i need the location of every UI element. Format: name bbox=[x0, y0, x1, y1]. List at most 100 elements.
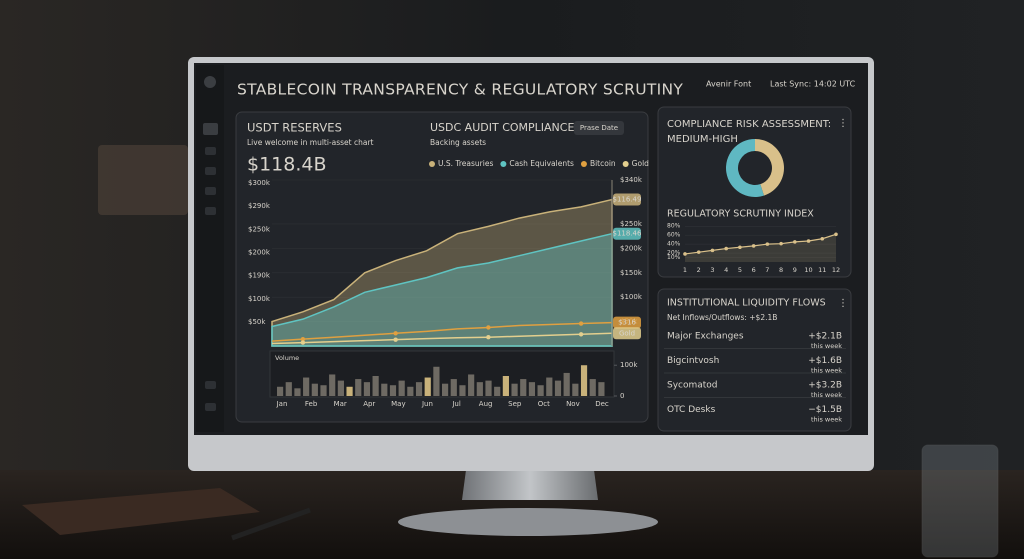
legend-label: Gold bbox=[632, 159, 649, 168]
volume-bar bbox=[502, 376, 509, 396]
point bbox=[393, 331, 398, 336]
flow-value: +$3.2B bbox=[808, 381, 842, 391]
volume-bar bbox=[520, 379, 527, 396]
y-tick-label: 60% bbox=[667, 232, 681, 239]
y-tick-label: 10% bbox=[667, 254, 681, 261]
point bbox=[683, 252, 687, 256]
point bbox=[486, 335, 491, 340]
x-tick-label: 2 bbox=[697, 266, 701, 274]
nav-icon[interactable] bbox=[205, 403, 216, 411]
nav-icon[interactable] bbox=[205, 381, 216, 389]
x-tick-label: Oct bbox=[538, 400, 550, 408]
volume-bar bbox=[563, 372, 570, 396]
flow-value: −$1.5B bbox=[808, 405, 842, 415]
legend-swatch bbox=[622, 161, 629, 167]
point bbox=[834, 232, 838, 237]
volume-bar bbox=[433, 366, 440, 396]
point bbox=[724, 246, 728, 251]
point bbox=[779, 241, 783, 246]
reserve-total: $118.4B bbox=[247, 154, 327, 176]
date-button-label: Prase Date bbox=[580, 124, 618, 132]
end-label-box bbox=[613, 316, 641, 329]
flows-panel bbox=[657, 288, 852, 432]
volume-bar bbox=[589, 379, 596, 396]
point bbox=[820, 236, 825, 241]
y-tick-label: $200k bbox=[620, 244, 643, 252]
end-label-box bbox=[613, 193, 641, 206]
date-button[interactable] bbox=[574, 121, 624, 135]
lamp bbox=[98, 145, 188, 215]
logo bbox=[204, 76, 216, 88]
volume-bar bbox=[303, 377, 310, 396]
y-tick-label: $200k bbox=[248, 249, 271, 257]
point bbox=[486, 325, 491, 330]
x-tick-label: 11 bbox=[818, 266, 826, 274]
volume-bar bbox=[407, 386, 414, 396]
y-tick-label: $300k bbox=[248, 179, 271, 187]
y-tick-label: $250k bbox=[620, 220, 643, 228]
end-label: $316 bbox=[618, 319, 636, 327]
nav-icon[interactable] bbox=[205, 207, 216, 215]
point bbox=[393, 337, 398, 342]
volume-bar bbox=[398, 380, 405, 396]
legend-label: Bitcoin bbox=[590, 159, 616, 168]
y-tick-label: 40% bbox=[667, 241, 681, 248]
flow-note: this week bbox=[811, 416, 842, 424]
volume-bar bbox=[537, 385, 544, 396]
volume-bar bbox=[450, 379, 457, 396]
volume-bar bbox=[277, 386, 284, 396]
donut-segment bbox=[726, 139, 764, 197]
glass bbox=[921, 444, 999, 558]
end-label: $118.46 bbox=[613, 230, 642, 238]
monitor-base bbox=[398, 508, 658, 536]
panel-subtitle: Live welcome in multi-asset chart bbox=[247, 138, 374, 147]
x-tick-label: 10 bbox=[804, 266, 812, 274]
x-tick-label: Apr bbox=[363, 400, 375, 408]
point bbox=[751, 244, 756, 248]
point bbox=[578, 332, 584, 337]
y-tick-label: $100k bbox=[620, 293, 643, 301]
font-label: Avenir Font bbox=[706, 80, 751, 89]
volume-bar bbox=[511, 383, 518, 396]
volume-bar bbox=[337, 380, 344, 396]
y-tick-label: 80% bbox=[667, 223, 681, 230]
end-label-box bbox=[613, 327, 641, 340]
nav-icon[interactable] bbox=[205, 167, 216, 175]
x-tick-label: Mar bbox=[334, 400, 347, 408]
y-tick-label: 0 bbox=[620, 392, 624, 400]
point bbox=[765, 242, 770, 246]
volume-bar bbox=[329, 374, 336, 396]
x-tick-label: Jan bbox=[276, 400, 288, 408]
main-panel bbox=[235, 111, 649, 423]
x-tick-label: 4 bbox=[724, 266, 728, 274]
end-label: Gold bbox=[619, 329, 635, 337]
end-label: $116.49 bbox=[613, 196, 642, 204]
y-tick-label: 20% bbox=[667, 250, 681, 257]
volume-bar bbox=[468, 374, 475, 396]
nav-icon[interactable] bbox=[203, 123, 218, 135]
legend-swatch bbox=[580, 161, 587, 167]
nav-icon[interactable] bbox=[205, 147, 216, 155]
volume-bar bbox=[580, 365, 588, 396]
legend-label: Cash Equivalents bbox=[509, 159, 574, 168]
volume-bar bbox=[311, 383, 318, 396]
audit-title: USDC AUDIT COMPLIANCE bbox=[430, 121, 574, 134]
nav-icon[interactable] bbox=[205, 187, 216, 195]
volume-bar bbox=[415, 382, 423, 396]
menu-icon: ⋮ bbox=[838, 118, 848, 129]
volume-bar bbox=[424, 377, 431, 396]
volume-bar bbox=[459, 385, 466, 396]
volume-bar bbox=[546, 377, 553, 396]
point bbox=[738, 245, 742, 250]
flow-name: Bigcintvosh bbox=[667, 356, 719, 366]
x-tick-label: Jul bbox=[451, 400, 461, 408]
notebook bbox=[22, 488, 260, 535]
legend-swatch bbox=[500, 161, 507, 167]
flow-note: this week bbox=[811, 367, 842, 375]
volume-bar bbox=[476, 382, 483, 396]
volume-bar bbox=[598, 382, 605, 396]
sync-status: Last Sync: 14:02 UTC bbox=[770, 80, 856, 89]
volume-label: Volume bbox=[275, 354, 299, 362]
area bbox=[271, 232, 613, 347]
